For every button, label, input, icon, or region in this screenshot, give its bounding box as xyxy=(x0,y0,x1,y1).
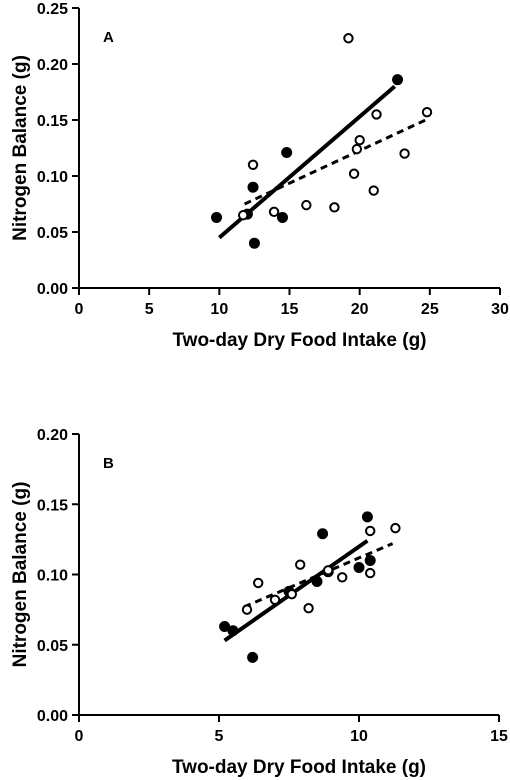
y-tick-label: 0.00 xyxy=(37,281,68,298)
regression-line-solid xyxy=(223,539,369,643)
y-axis-title: Nitrogen Balance (g) xyxy=(10,55,31,241)
y-tick-label: 0.15 xyxy=(37,497,68,514)
data-point-open xyxy=(268,206,280,218)
data-point-open xyxy=(295,559,306,570)
x-tick-label: 5 xyxy=(145,301,154,318)
regression-line-dashed xyxy=(243,542,394,609)
x-tick-label: 5 xyxy=(215,728,224,745)
y-tick-label: 0.00 xyxy=(37,708,68,725)
y-tick-label: 0.05 xyxy=(37,225,68,242)
x-tick-label: 10 xyxy=(210,301,228,318)
data-point-open xyxy=(269,594,281,605)
data-point-open xyxy=(348,168,360,179)
data-point-open xyxy=(337,572,348,583)
data-point-open xyxy=(329,202,340,213)
x-axis-title: Two-day Dry Food Intake (g) xyxy=(172,757,426,778)
regression-line-dashed xyxy=(243,118,427,206)
data-point-open xyxy=(323,565,334,576)
x-tick-label: 15 xyxy=(490,728,508,745)
data-point-open xyxy=(365,525,376,537)
data-point-filled xyxy=(211,211,223,223)
data-point-filled xyxy=(281,146,293,158)
data-point-open xyxy=(390,522,401,534)
y-tick-label: 0.10 xyxy=(37,568,68,585)
data-point-filled xyxy=(392,74,404,86)
data-point-filled xyxy=(247,181,259,193)
data-point-filled xyxy=(276,211,288,223)
data-point-open xyxy=(247,159,259,171)
data-point-filled xyxy=(317,528,329,540)
y-tick-label: 0.05 xyxy=(37,638,68,655)
data-point-filled xyxy=(353,561,365,573)
y-tick-label: 0.15 xyxy=(37,113,68,130)
x-tick-label: 30 xyxy=(491,301,509,318)
panel-label: B xyxy=(103,455,114,472)
x-tick-label: 25 xyxy=(421,301,439,318)
data-point-open xyxy=(301,199,312,211)
panel-label: A xyxy=(103,29,114,46)
data-point-open xyxy=(368,185,379,196)
data-point-filled xyxy=(227,625,239,637)
y-axis-title: Nitrogen Balance (g) xyxy=(10,482,31,668)
x-axis-title: Two-day Dry Food Intake (g) xyxy=(172,330,426,351)
data-point-open xyxy=(371,109,382,120)
y-tick-label: 0.25 xyxy=(37,1,68,18)
y-tick-label: 0.10 xyxy=(37,169,68,186)
data-point-open xyxy=(354,134,365,146)
data-point-open xyxy=(241,604,253,615)
data-point-open xyxy=(237,210,249,221)
data-point-open xyxy=(399,148,410,159)
data-point-open xyxy=(351,143,363,155)
x-tick-label: 0 xyxy=(75,728,84,745)
y-tick-label: 0.20 xyxy=(37,57,68,74)
data-point-filled xyxy=(361,511,373,523)
data-point-open xyxy=(343,33,354,44)
x-tick-label: 20 xyxy=(351,301,369,318)
data-point-open xyxy=(253,577,264,589)
data-point-open xyxy=(365,567,376,579)
x-tick-label: 10 xyxy=(350,728,368,745)
chart-panel-b: 0 5 10 15 0.00 0.05 0.10 0.15 0.20 Two-day Dry Fo… xyxy=(10,427,508,778)
chart-panel-a: 0 5 10 15 20 25 30 0.00 0.05 0.10 0.15 0.20 0.25 Two-… xyxy=(10,1,509,351)
data-point-open xyxy=(286,588,297,600)
x-tick-label: 0 xyxy=(75,301,84,318)
data-point-filled xyxy=(364,554,376,566)
data-point-filled xyxy=(247,651,259,663)
data-point-filled xyxy=(248,237,260,249)
x-tick-label: 15 xyxy=(281,301,299,318)
y-tick-label: 0.20 xyxy=(37,427,68,444)
data-point-open xyxy=(421,106,433,118)
data-point-open xyxy=(303,603,314,614)
